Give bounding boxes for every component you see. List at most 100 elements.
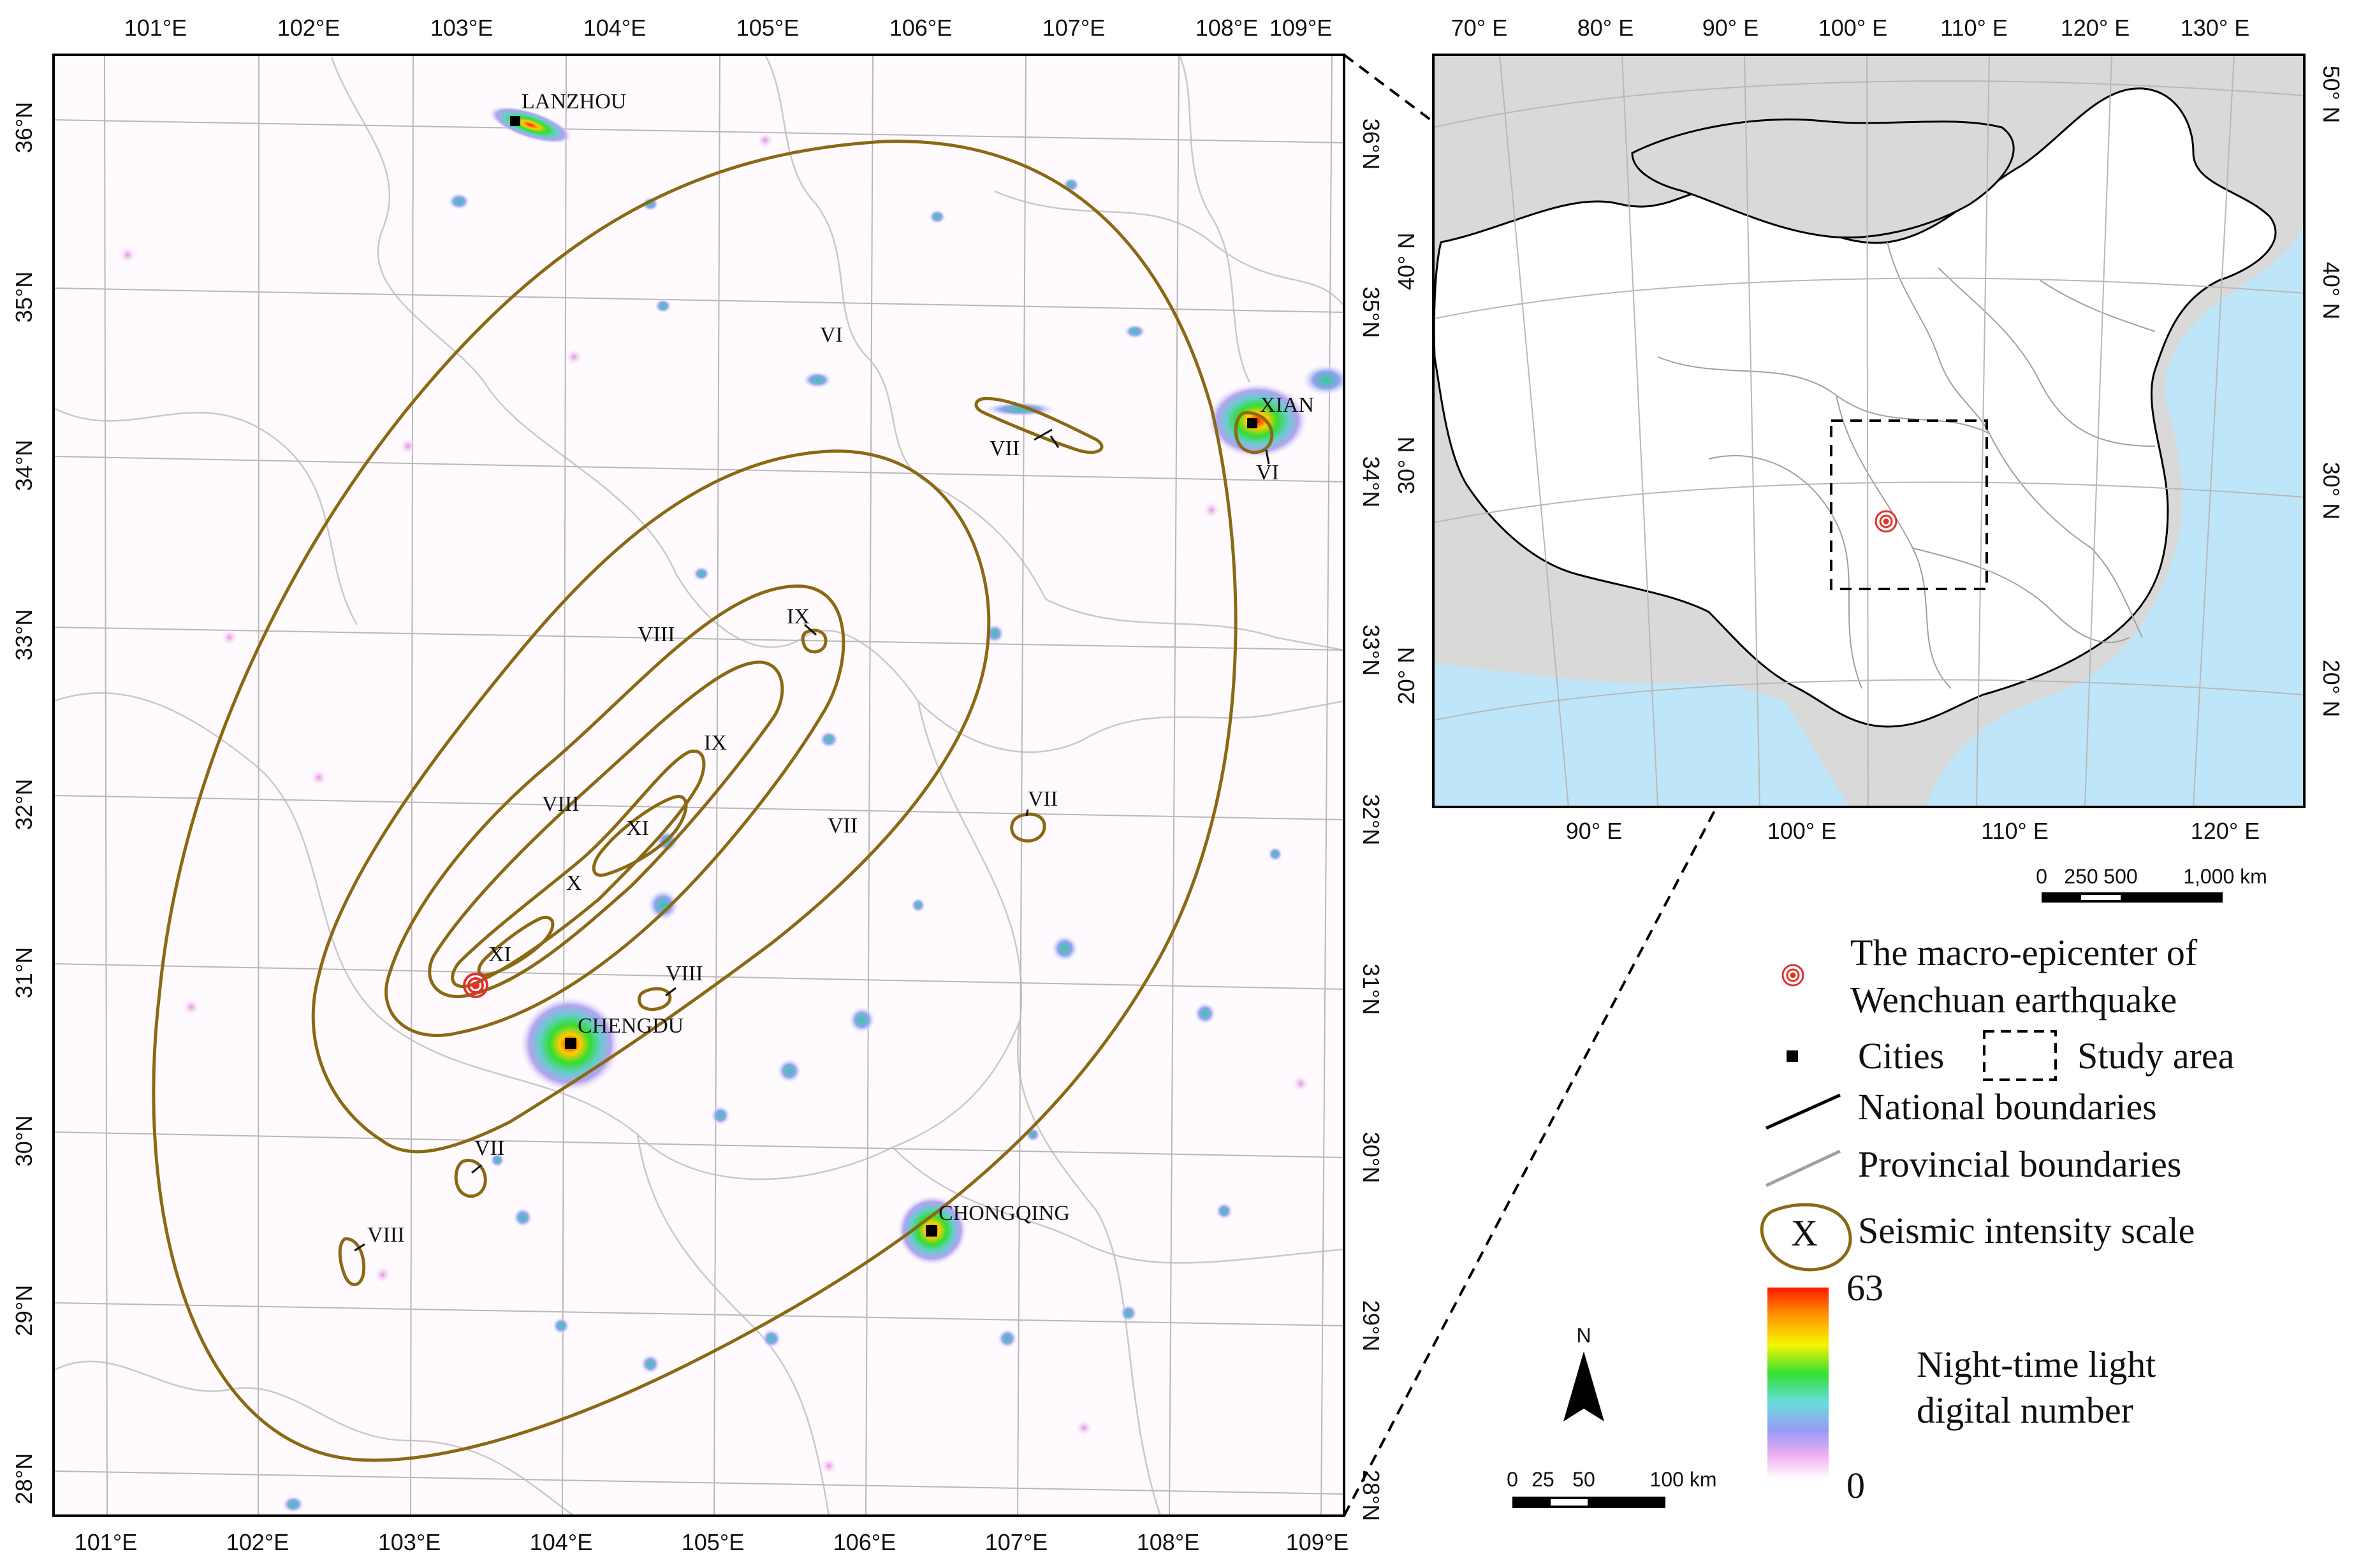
city-marker-xian (1247, 418, 1257, 428)
svg-text:N: N (1576, 1324, 1591, 1347)
intensity-label: VIII (666, 962, 703, 985)
svg-text:28°N: 28°N (11, 1453, 37, 1504)
contour-vii-right (1010, 812, 1046, 843)
inset-lat-ticks-right: 50° N 40° N 30° N 20° N (2318, 66, 2344, 717)
svg-text:110° E: 110° E (1981, 818, 2049, 844)
svg-text:110° E: 110° E (1940, 15, 2008, 41)
legend-colorbar (1767, 1288, 1829, 1479)
svg-text:35°N: 35°N (1358, 287, 1384, 338)
intensity-label: X (566, 871, 582, 895)
intensity-label: VII (1028, 787, 1058, 811)
legend-study-area-symbol (1983, 1030, 2057, 1081)
city-marker-chengdu (565, 1038, 576, 1049)
svg-text:100 km: 100 km (1650, 1468, 1717, 1491)
svg-text:31°N: 31°N (11, 947, 37, 998)
svg-text:50: 50 (1572, 1468, 1595, 1491)
svg-text:50° N: 50° N (2318, 66, 2344, 123)
contour-viii-sw (338, 1237, 366, 1286)
svg-text:102°E: 102°E (277, 15, 340, 41)
svg-text:100° E: 100° E (1767, 818, 1836, 844)
legend-epicenter-symbol (1781, 964, 1804, 987)
inset-lat-ticks-left: 40° N 30° N 20° N (1393, 233, 1419, 704)
svg-text:35°N: 35°N (11, 272, 37, 323)
svg-text:103°E: 103°E (378, 1529, 441, 1555)
contour-vii (311, 449, 991, 1154)
intensity-label: XI (488, 943, 511, 966)
svg-text:30°N: 30°N (11, 1115, 37, 1166)
sea (1433, 217, 2304, 807)
svg-text:0: 0 (2036, 865, 2047, 888)
epicenter-marker (463, 973, 488, 998)
svg-text:32°N: 32°N (11, 779, 37, 830)
contour-vi (152, 140, 1238, 1462)
svg-text:29°N: 29°N (1358, 1300, 1384, 1351)
intensity-label: VII (990, 437, 1020, 460)
city-label-chengdu: CHENGDU (578, 1014, 684, 1038)
svg-text:33°N: 33°N (1358, 625, 1384, 676)
svg-text:30°N: 30°N (1358, 1132, 1384, 1183)
svg-text:109°E: 109°E (1286, 1529, 1349, 1555)
intensity-label: VII (828, 814, 858, 838)
north-arrow-icon (1563, 1351, 1604, 1421)
legend: The macro-epicenter of Wenchuan earthqua… (1760, 932, 2234, 1506)
inset-graticule (1433, 55, 2304, 807)
label-leaders (354, 428, 1270, 1252)
svg-text:32°N: 32°N (1358, 794, 1384, 845)
svg-text:31°N: 31°N (1358, 964, 1384, 1015)
inset-lon-ticks-top: 70° E 80° E 90° E 100° E 110° E 120° E 1… (1451, 15, 2249, 41)
svg-text:500: 500 (2103, 865, 2137, 888)
intensity-label: VIII (542, 792, 580, 816)
svg-text:102°E: 102°E (226, 1529, 289, 1555)
svg-text:80° E: 80° E (1577, 15, 1634, 41)
inset-provincial-boundaries (1657, 242, 2156, 689)
svg-text:107°E: 107°E (1042, 15, 1105, 41)
legend-colorbar-title-line2: digital number (1917, 1390, 2133, 1431)
svg-text:25: 25 (1532, 1468, 1554, 1491)
svg-text:30° N: 30° N (2318, 462, 2344, 519)
city-label-xian: XIAN (1260, 393, 1314, 417)
contour-ix (428, 660, 784, 999)
contour-ix-small (801, 628, 828, 654)
svg-text:104°E: 104°E (530, 1529, 592, 1555)
main-map: LANZHOU XIAN CHENGDU CHONGQING VI VI VII… (11, 15, 1384, 1555)
contour-viii (384, 584, 845, 1037)
svg-text:106°E: 106°E (833, 1529, 896, 1555)
legend-provincial-symbol (1765, 1149, 1841, 1187)
legend-epicenter-line2: Wenchuan earthquake (1850, 979, 2177, 1020)
intensity-label: VIII (367, 1223, 405, 1247)
city-marker-chongqing (926, 1225, 937, 1237)
legend-national-symbol (1765, 1093, 1841, 1130)
svg-text:20° N: 20° N (1393, 647, 1419, 704)
svg-text:250: 250 (2064, 865, 2098, 888)
legend-colorbar-min: 0 (1846, 1465, 1865, 1506)
intensity-label: VI (1256, 461, 1279, 484)
svg-text:0: 0 (1507, 1468, 1518, 1491)
contour-xi-north (592, 795, 688, 877)
svg-text:90° E: 90° E (1566, 818, 1622, 844)
svg-text:70° E: 70° E (1451, 15, 1507, 41)
svg-text:36°N: 36°N (1358, 119, 1384, 170)
study-area-box (1830, 419, 1988, 590)
city-label-chongqing: CHONGQING (939, 1201, 1070, 1225)
svg-text:101°E: 101°E (75, 1529, 137, 1555)
svg-text:34°N: 34°N (11, 440, 37, 491)
legend-study-area: Study area (2077, 1035, 2234, 1077)
svg-text:105°E: 105°E (682, 1529, 744, 1555)
svg-text:28°N: 28°N (1358, 1470, 1384, 1521)
contour-vi-xian (1234, 411, 1274, 454)
svg-text:130° E: 130° E (2181, 15, 2249, 41)
svg-text:120° E: 120° E (2061, 15, 2130, 41)
legend-provincial: Provincial boundaries (1858, 1143, 2181, 1185)
svg-text:108°E: 108°E (1195, 15, 1258, 41)
inset-lon-ticks-bottom: 90° E 100° E 110° E 120° E (1566, 818, 2260, 844)
svg-text:90° E: 90° E (1702, 15, 1758, 41)
svg-text:120° E: 120° E (2191, 818, 2260, 844)
inset-scale-bar: 0 250 500 1,000 km (2036, 865, 2267, 903)
svg-text:30° N: 30° N (1393, 437, 1419, 494)
svg-text:29°N: 29°N (11, 1285, 37, 1336)
svg-text:34°N: 34°N (1358, 456, 1384, 507)
inset-epicenter-marker (1875, 510, 1897, 533)
city-label-lanzhou: LANZHOU (522, 90, 626, 113)
intensity-label: XI (626, 817, 649, 840)
north-arrow: N (1563, 1324, 1604, 1421)
